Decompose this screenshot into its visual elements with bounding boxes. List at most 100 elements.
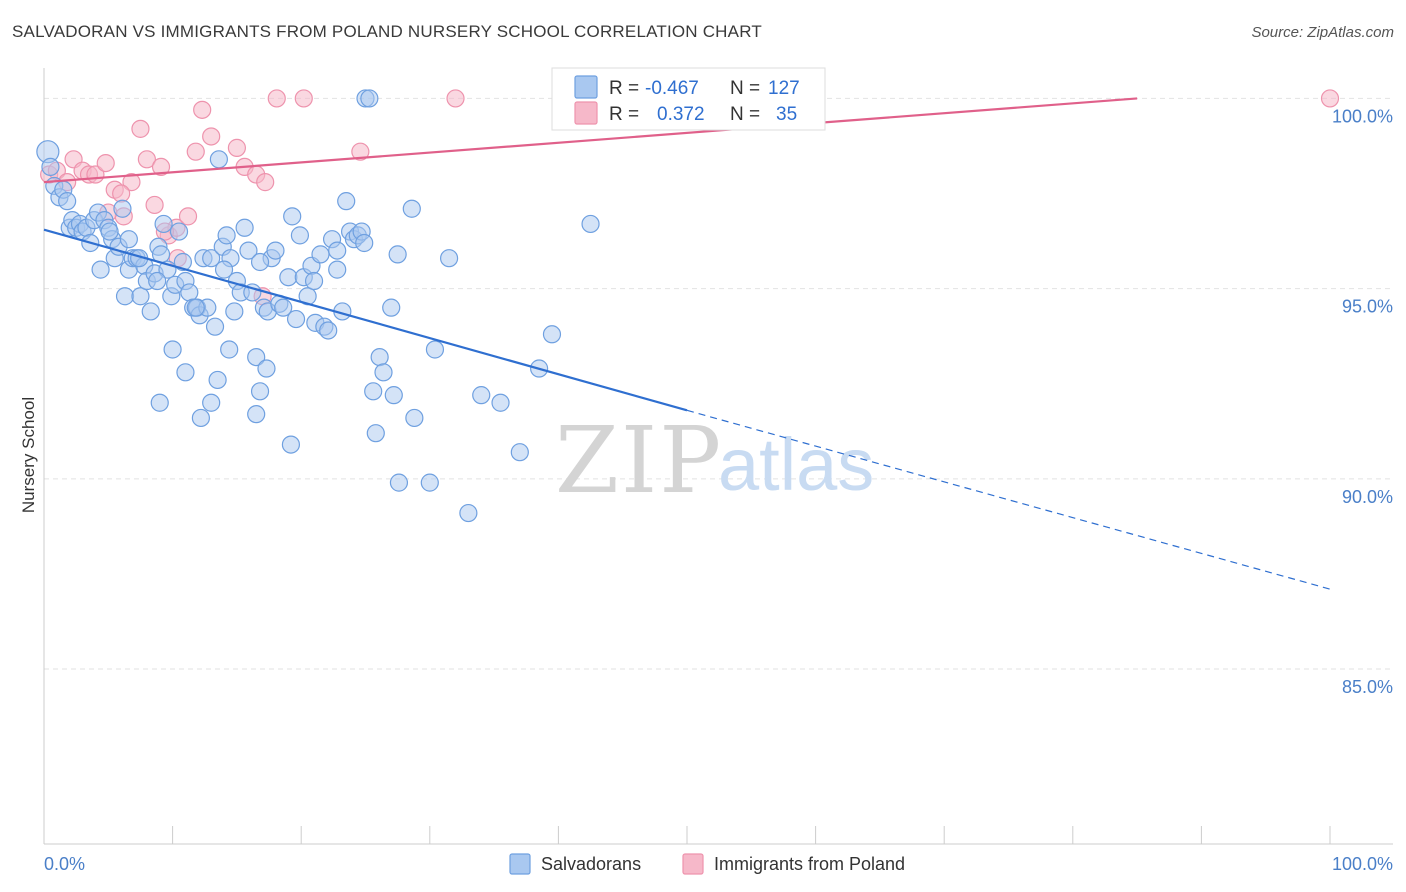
salvadoran-point-111 bbox=[510, 443, 529, 462]
salvadoran-point-65 bbox=[274, 298, 293, 317]
salvadoran-point-56 bbox=[239, 241, 258, 260]
salvadoran-point-91 bbox=[202, 393, 221, 412]
poland-point-29 bbox=[351, 142, 370, 161]
salvadoran-point-95 bbox=[257, 359, 276, 378]
watermark-zip: ZIP bbox=[555, 407, 723, 514]
salvadoran-point-119 bbox=[119, 230, 138, 249]
poland-point-13 bbox=[145, 195, 164, 215]
x-tick-label-1: 100.0% bbox=[1332, 854, 1393, 874]
salvadoran-point-5 bbox=[58, 192, 77, 211]
series-legend-label-salvadorans: Salvadorans bbox=[541, 854, 641, 874]
salvadoran-point-80 bbox=[337, 192, 356, 211]
salvadoran-point-126 bbox=[355, 233, 374, 253]
salvadoran-point-101 bbox=[384, 386, 403, 405]
salvadoran-point-26 bbox=[131, 287, 150, 306]
salvadoran-point-55 bbox=[235, 218, 254, 237]
salvadoran-point-98 bbox=[370, 347, 389, 367]
y-tick-label-2: 90.0% bbox=[1342, 487, 1393, 507]
salvadoran-point-102 bbox=[388, 245, 407, 264]
stats-legend: R = -0.467 N = 127 R = 0.372 N = 35 bbox=[551, 67, 826, 131]
legend-r-value-1: -0.467 bbox=[645, 78, 699, 99]
salvadoran-point-38 bbox=[173, 252, 192, 272]
legend-n-value-1: 127 bbox=[768, 78, 800, 99]
series-salvadorans-points bbox=[36, 89, 600, 523]
poland-point-10 bbox=[122, 173, 141, 192]
series-legend-swatch-salvadorans bbox=[509, 853, 531, 875]
poland-point-14 bbox=[151, 157, 171, 177]
salvadoran-point-122 bbox=[186, 298, 205, 317]
x-tick-label-0: 0.0% bbox=[44, 854, 85, 874]
poland-point-25 bbox=[256, 173, 275, 192]
salvadorans-trend-extension bbox=[686, 409, 1331, 590]
salvadoran-point-29 bbox=[141, 302, 160, 321]
salvadorans-trend-line bbox=[43, 228, 688, 412]
salvadoran-point-94 bbox=[247, 405, 266, 424]
salvadoran-point-113 bbox=[542, 325, 562, 344]
salvadoran-point-123 bbox=[214, 260, 234, 279]
salvadoran-point-21 bbox=[113, 199, 132, 218]
poland-point-20 bbox=[193, 100, 212, 119]
legend-n-label-2: N = bbox=[730, 104, 760, 125]
salvadoran-point-68 bbox=[286, 309, 306, 329]
poland-point-11 bbox=[131, 119, 150, 138]
salvadoran-point-114 bbox=[581, 214, 600, 234]
salvadoran-point-90 bbox=[150, 393, 169, 412]
watermark: ZIP atlas bbox=[555, 407, 874, 514]
salvadoran-point-116 bbox=[382, 298, 401, 317]
salvadoran-point-1 bbox=[41, 157, 60, 177]
salvadoran-point-115 bbox=[402, 199, 421, 218]
salvadoran-point-86 bbox=[360, 89, 379, 108]
y-tick-label-1: 95.0% bbox=[1342, 297, 1393, 317]
salvadoran-point-87 bbox=[163, 340, 182, 359]
salvadoran-point-58 bbox=[247, 347, 266, 367]
series-legend: Salvadorans Immigrants from Poland bbox=[509, 853, 905, 875]
salvadoran-point-107 bbox=[439, 249, 459, 268]
salvadoran-point-93 bbox=[220, 340, 239, 359]
y-tick-label-0: 100.0% bbox=[1332, 106, 1393, 126]
poland-trend-line bbox=[43, 97, 1138, 184]
salvadoran-point-124 bbox=[250, 252, 270, 272]
salvadoran-point-92 bbox=[208, 370, 227, 390]
poland-point-21 bbox=[202, 127, 221, 146]
salvadoran-point-40 bbox=[180, 283, 199, 302]
poland-point-22 bbox=[227, 138, 246, 157]
axis-layer bbox=[43, 68, 1393, 845]
salvadoran-point-74 bbox=[311, 245, 330, 264]
salvadoran-point-57 bbox=[243, 283, 262, 302]
salvadoran-point-67 bbox=[283, 207, 302, 226]
salvadoran-point-33 bbox=[154, 214, 173, 234]
legend-swatch-salvadorans bbox=[574, 75, 598, 99]
salvadoran-point-37 bbox=[169, 222, 189, 241]
legend-n-value-2: 35 bbox=[776, 104, 797, 125]
salvadoran-point-109 bbox=[472, 386, 491, 405]
salvadoran-point-96 bbox=[281, 435, 301, 454]
poland-point-27 bbox=[267, 89, 286, 108]
legend-swatch-immigrants-from-poland bbox=[574, 101, 598, 125]
salvadoran-point-105 bbox=[420, 473, 439, 492]
chart-title: SALVADORAN VS IMMIGRANTS FROM POLAND NUR… bbox=[12, 22, 762, 41]
salvadoran-point-125 bbox=[304, 271, 324, 291]
y-tick-labels: 100.0% 95.0% 90.0% 85.0% bbox=[1332, 106, 1393, 697]
salvadoran-point-103 bbox=[389, 473, 409, 492]
salvadoran-point-48 bbox=[209, 150, 228, 169]
salvadoran-point-59 bbox=[250, 382, 270, 401]
salvadoran-point-89 bbox=[191, 408, 210, 428]
chart-source: Source: ZipAtlas.com bbox=[1251, 24, 1394, 41]
legend-r-label-1: R = bbox=[609, 78, 639, 99]
poland-point-31 bbox=[1320, 89, 1340, 108]
salvadoran-point-69 bbox=[290, 226, 310, 245]
poland-point-30 bbox=[446, 89, 465, 108]
salvadoran-point-66 bbox=[279, 268, 298, 287]
watermark-atlas: atlas bbox=[718, 423, 874, 506]
salvadoran-point-108 bbox=[459, 503, 478, 523]
salvadoran-point-99 bbox=[374, 363, 393, 382]
x-tick-labels: 0.0% 100.0% bbox=[44, 854, 1393, 874]
legend-r-label-2: R = bbox=[609, 104, 639, 125]
salvadoran-point-118 bbox=[100, 222, 119, 241]
salvadoran-point-22 bbox=[115, 287, 135, 306]
salvadoran-point-106 bbox=[425, 340, 445, 359]
grid-layer bbox=[44, 97, 1393, 670]
salvadoran-point-104 bbox=[405, 408, 424, 428]
trend-layer bbox=[43, 97, 1331, 590]
